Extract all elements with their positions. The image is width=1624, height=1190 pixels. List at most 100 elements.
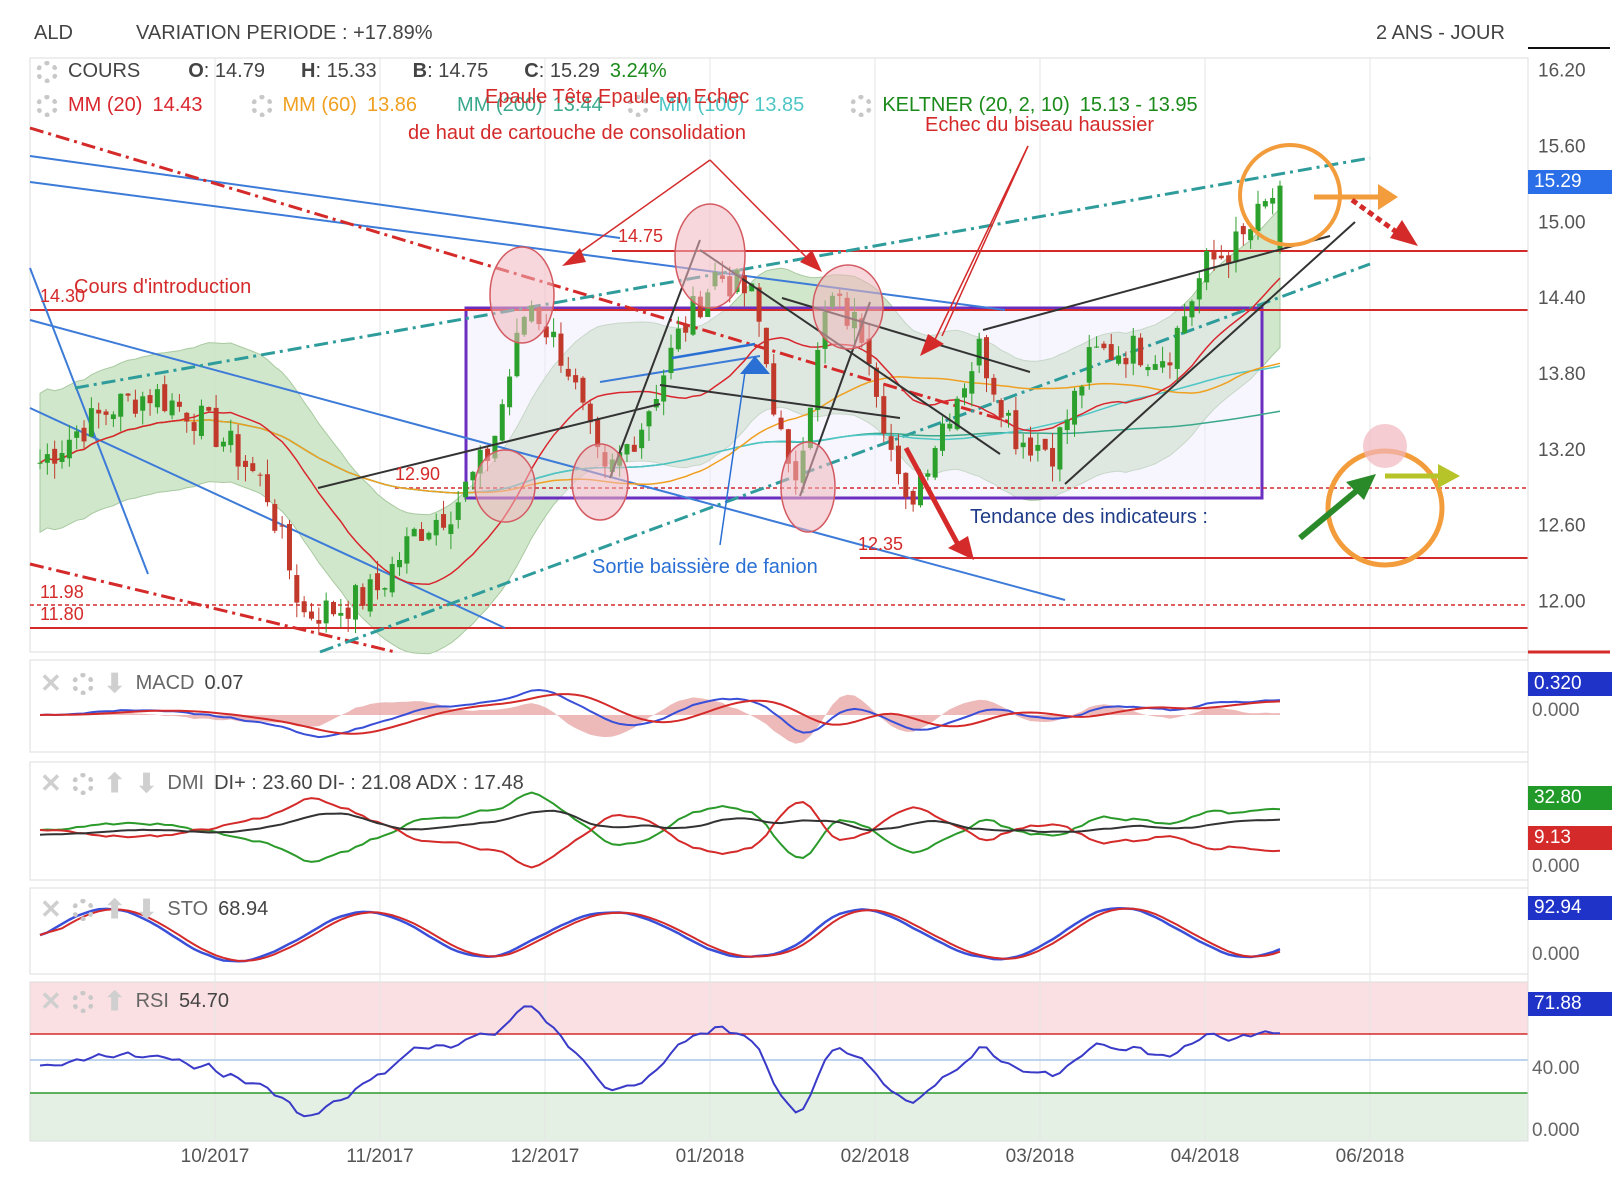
candle-body <box>250 463 256 472</box>
low-key: B <box>412 60 428 82</box>
candle-body <box>1086 347 1092 383</box>
candle-body <box>910 490 916 505</box>
candle-body <box>455 502 461 520</box>
price-tick-label: 13.80 <box>1538 364 1586 385</box>
candle-body <box>375 573 381 591</box>
candle-body <box>353 585 359 620</box>
gear-icon[interactable] <box>71 990 94 1013</box>
annotation-tendance: Tendance des indicateurs : <box>970 506 1208 528</box>
candle-body <box>44 454 50 463</box>
close-icon[interactable]: ✕ <box>40 894 62 924</box>
close-icon[interactable]: ✕ <box>40 668 62 698</box>
ticker-label: ALD <box>34 22 73 44</box>
arrow-down-icon[interactable]: ⬇ <box>135 768 158 798</box>
level-label-1430: 14.30 <box>40 286 86 306</box>
candle-body <box>954 398 960 430</box>
rsi-oversold-zone <box>30 1093 1528 1141</box>
candle-body <box>272 504 278 531</box>
level-label-1475: 14.75 <box>618 226 664 246</box>
candle-body <box>103 411 109 415</box>
annotation-fanion: Sortie baissière de fanion <box>592 556 818 578</box>
rsi-overbought-zone <box>30 982 1528 1034</box>
candle-body <box>1116 355 1122 364</box>
x-tick-label: 12/2017 <box>511 1146 580 1167</box>
candle-body <box>925 473 931 477</box>
low-value: 14.75 <box>438 60 489 82</box>
candle-body <box>213 407 219 447</box>
arrow-up-icon[interactable]: ⬆ <box>103 986 126 1016</box>
open-key: O <box>188 60 204 82</box>
arrow-up-icon[interactable]: ⬆ <box>103 768 126 798</box>
candle-body <box>1057 427 1063 470</box>
close-icon[interactable]: ✕ <box>40 768 62 798</box>
variation-label: VARIATION PERIODE : +17.89% <box>136 22 433 44</box>
candle-body <box>485 448 491 462</box>
annotation-ete-line1: Epaule Tête Epaule en Echec <box>485 86 750 108</box>
gear-icon[interactable] <box>71 672 94 695</box>
x-tick-label: 06/2018 <box>1336 1146 1405 1167</box>
candle-body <box>939 423 945 451</box>
mm20-value: 14.43 <box>152 94 203 116</box>
candle-body <box>668 347 674 373</box>
candle-body <box>37 462 43 464</box>
annotation-intro: Cours d'introduction <box>74 276 252 298</box>
gear-icon[interactable] <box>36 94 58 117</box>
candle-body <box>741 275 747 294</box>
candle-body <box>404 536 410 564</box>
candle-body <box>1226 255 1232 264</box>
candle-body <box>184 412 190 422</box>
arrow-down-icon[interactable]: ⬇ <box>103 668 126 698</box>
candle-body <box>624 444 630 455</box>
dmi-values: DI+ : 23.60 DI- : 21.08 ADX : 17.48 <box>214 772 524 794</box>
candle-body <box>492 435 498 459</box>
gear-icon[interactable] <box>850 94 873 117</box>
candle-body <box>1182 316 1188 334</box>
candle-body <box>316 620 322 624</box>
candle-body <box>1101 343 1107 349</box>
candle-body <box>397 559 403 568</box>
close-icon[interactable]: ✕ <box>40 986 62 1016</box>
gear-icon[interactable] <box>71 898 94 921</box>
level-label-1198: 11.98 <box>40 582 84 602</box>
period-selector[interactable]: 2 ANS - JOUR <box>1376 22 1505 44</box>
candle-body <box>257 474 263 476</box>
candle-body <box>1138 337 1144 366</box>
candle-body <box>389 563 395 593</box>
candle-body <box>1130 335 1136 364</box>
candle-body <box>154 389 160 408</box>
candle-body <box>514 332 520 377</box>
dmi-header: ✕ ⬆ ⬇ DMI DI+ : 23.60 DI- : 21.08 ADX : … <box>40 768 524 799</box>
macd-histogram <box>40 694 1280 744</box>
macd-badge: 0.320 <box>1528 672 1612 696</box>
arrow-down-icon[interactable]: ⬇ <box>135 894 158 924</box>
candle-body <box>1240 226 1246 235</box>
gear-icon[interactable] <box>626 94 649 117</box>
mm100-value: 13.85 <box>754 94 805 116</box>
adx-line <box>39 809 1281 836</box>
dmi-zero-label: 0.000 <box>1532 856 1580 877</box>
rsi-badge: 71.88 <box>1528 992 1612 1016</box>
price-tick-label: 15.60 <box>1538 136 1586 157</box>
candle-body <box>264 474 270 503</box>
candle-body <box>961 388 967 398</box>
price-tick-label: 12.00 <box>1538 591 1586 612</box>
candle-body <box>1050 447 1056 467</box>
candle-body <box>1233 231 1239 263</box>
price-tick-label: 12.60 <box>1538 516 1586 537</box>
candle-body <box>895 445 901 475</box>
gear-icon[interactable] <box>71 772 94 795</box>
price-tick-label: 14.40 <box>1538 288 1586 309</box>
candle-body <box>1006 412 1012 416</box>
last-price-badge: 15.29 <box>1528 170 1612 194</box>
gear-icon[interactable] <box>36 60 58 83</box>
candle-body <box>499 404 505 441</box>
candle-body <box>771 363 777 415</box>
level-label-1235: 12.35 <box>858 534 904 554</box>
candle-body <box>998 400 1004 418</box>
arrow-up-icon[interactable]: ⬆ <box>103 894 126 924</box>
candle-body <box>279 525 285 527</box>
gear-icon[interactable] <box>250 94 273 117</box>
candle-body <box>807 407 813 448</box>
indicator-pink-dot <box>1363 424 1407 468</box>
candle-body <box>1145 367 1151 371</box>
